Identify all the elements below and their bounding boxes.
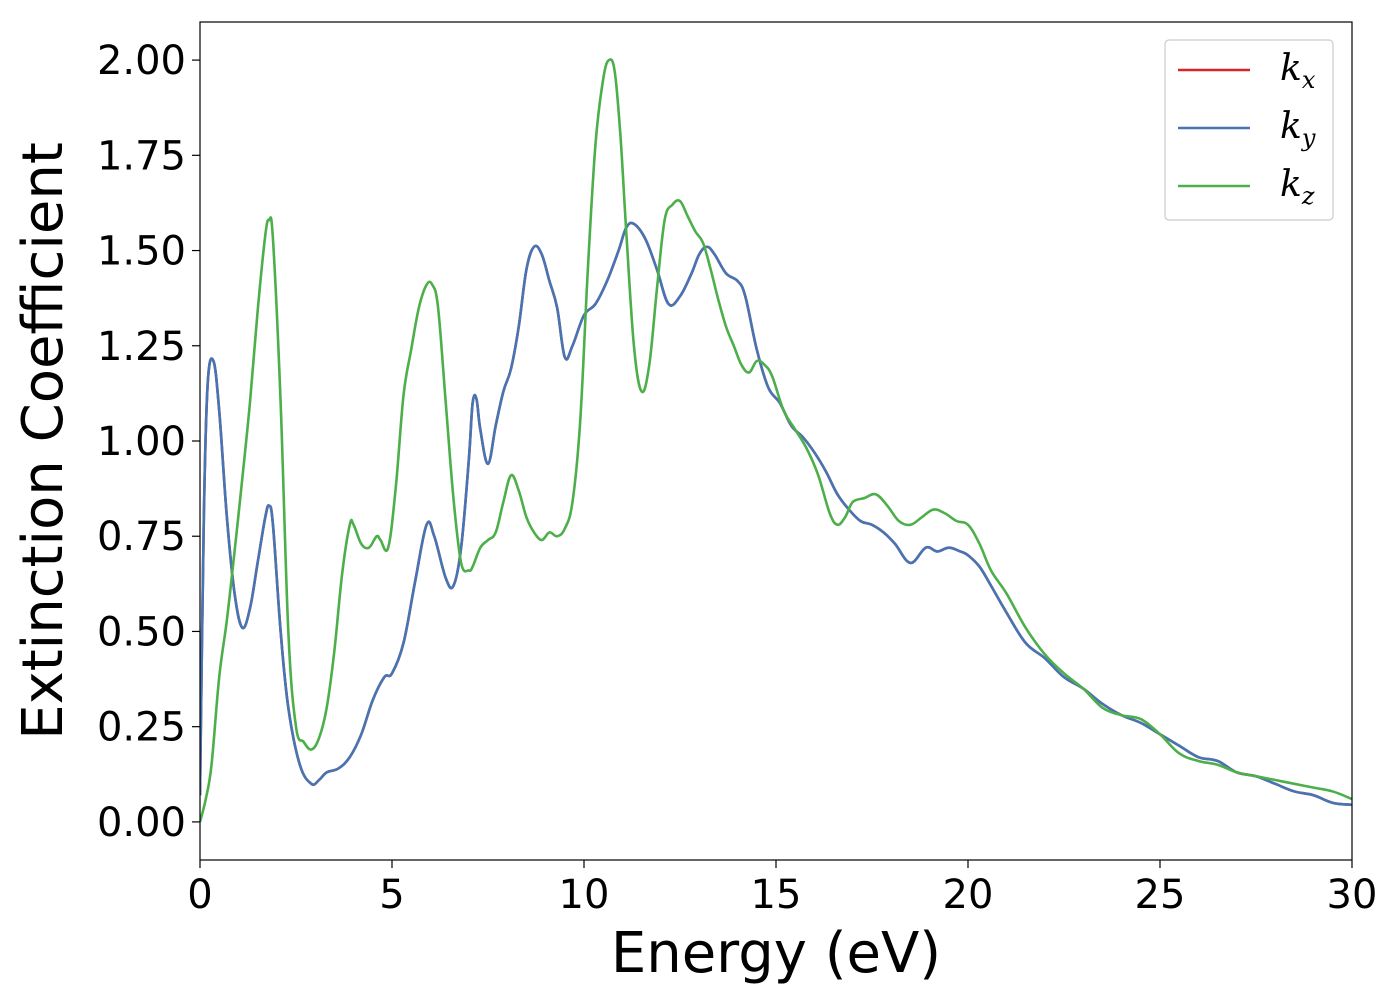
legend-label-z: kz	[1280, 164, 1315, 210]
y-tick-label: 2.00	[97, 38, 186, 84]
x-tick-label: 30	[1327, 872, 1378, 918]
legend: kx ky kz	[1164, 39, 1334, 221]
series-line-x	[200, 221, 1352, 807]
x-tick-label: 15	[751, 872, 802, 918]
y-axis-title: Extinction Coefficient	[11, 142, 76, 740]
y-tick-label: 1.75	[97, 133, 186, 179]
series-line-z	[200, 58, 1352, 823]
x-tick-label: 20	[943, 872, 994, 918]
y-tick-label: 0.50	[97, 609, 186, 655]
x-axis-title: Energy (eV)	[611, 921, 941, 986]
legend-box	[1164, 39, 1334, 221]
y-tick-label: 0.25	[97, 705, 186, 751]
y-tick-label: 1.25	[97, 324, 186, 370]
x-tick-label: 25	[1135, 872, 1186, 918]
legend-label-y: ky	[1280, 106, 1316, 152]
series-lines	[200, 58, 1352, 823]
x-tick-label: 10	[559, 872, 610, 918]
y-tick-label: 0.75	[97, 514, 186, 560]
y-tick-label: 0.00	[97, 800, 186, 846]
series-line-y	[200, 221, 1352, 807]
x-tick-label: 0	[187, 872, 212, 918]
legend-label-x: kx	[1280, 48, 1316, 94]
y-axis-ticks: 0.00 0.25 0.50 0.75 1.00 1.25 1.50 1.75 2.00	[97, 38, 200, 846]
x-tick-label: 5	[379, 872, 404, 918]
y-tick-label: 1.50	[97, 229, 186, 275]
y-tick-label: 1.00	[97, 419, 186, 465]
x-axis-ticks: 0 5 10 15 20 25 30	[187, 860, 1377, 918]
